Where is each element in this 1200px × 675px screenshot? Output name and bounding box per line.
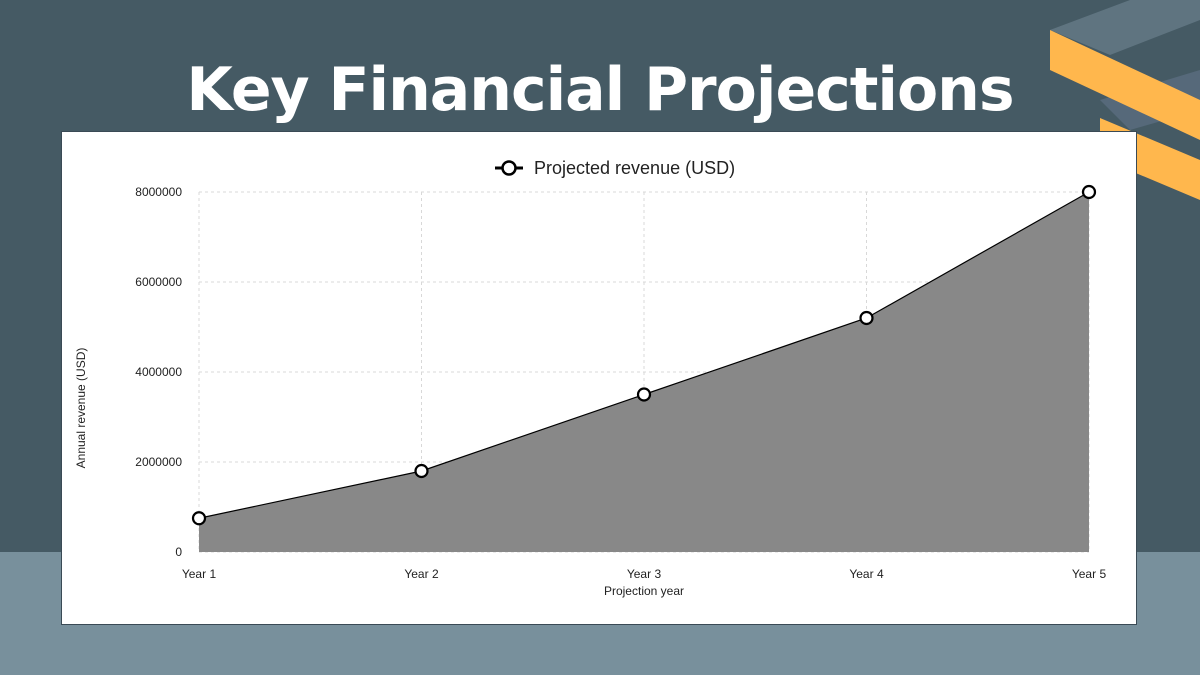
data-point-2 xyxy=(414,463,429,479)
y-tick-label-3: 6000000 xyxy=(135,275,182,289)
y-tick-label-4: 8000000 xyxy=(135,185,182,199)
page-title: Key Financial Projections xyxy=(186,55,1014,125)
data-point-1 xyxy=(191,511,207,526)
x-tick-label-3: Year 3 xyxy=(627,567,662,581)
chart-panel: 0 2000000 4000000 6000000 8000000 Year 1 Year… xyxy=(61,131,1137,625)
y-tick-label-2: 4000000 xyxy=(135,365,182,379)
x-tick-label-1: Year 1 xyxy=(182,567,217,581)
data-point-3 xyxy=(636,387,652,402)
y-axis-label: Annual revenue (USD) xyxy=(74,348,88,469)
series-area xyxy=(199,192,1089,552)
legend-label: Projected revenue (USD) xyxy=(534,158,735,178)
y-tick-label-1: 2000000 xyxy=(135,455,182,469)
x-tick-label-5: Year 5 xyxy=(1072,567,1107,581)
data-point-4 xyxy=(859,310,874,326)
x-axis-label: Projection year xyxy=(604,584,684,598)
x-tick-label-4: Year 4 xyxy=(849,567,884,581)
data-points xyxy=(191,184,1097,526)
y-axis-ticks: 0 2000000 4000000 6000000 8000000 xyxy=(135,185,182,559)
x-axis-ticks: Year 1 Year 2 Year 3 Year 4 Year 5 xyxy=(182,567,1107,581)
legend-marker-swatch xyxy=(501,160,517,176)
data-point-5 xyxy=(1081,184,1097,200)
y-tick-label-0: 0 xyxy=(175,545,182,559)
x-tick-label-2: Year 2 xyxy=(404,567,439,581)
legend: Projected revenue (USD) xyxy=(495,158,735,178)
